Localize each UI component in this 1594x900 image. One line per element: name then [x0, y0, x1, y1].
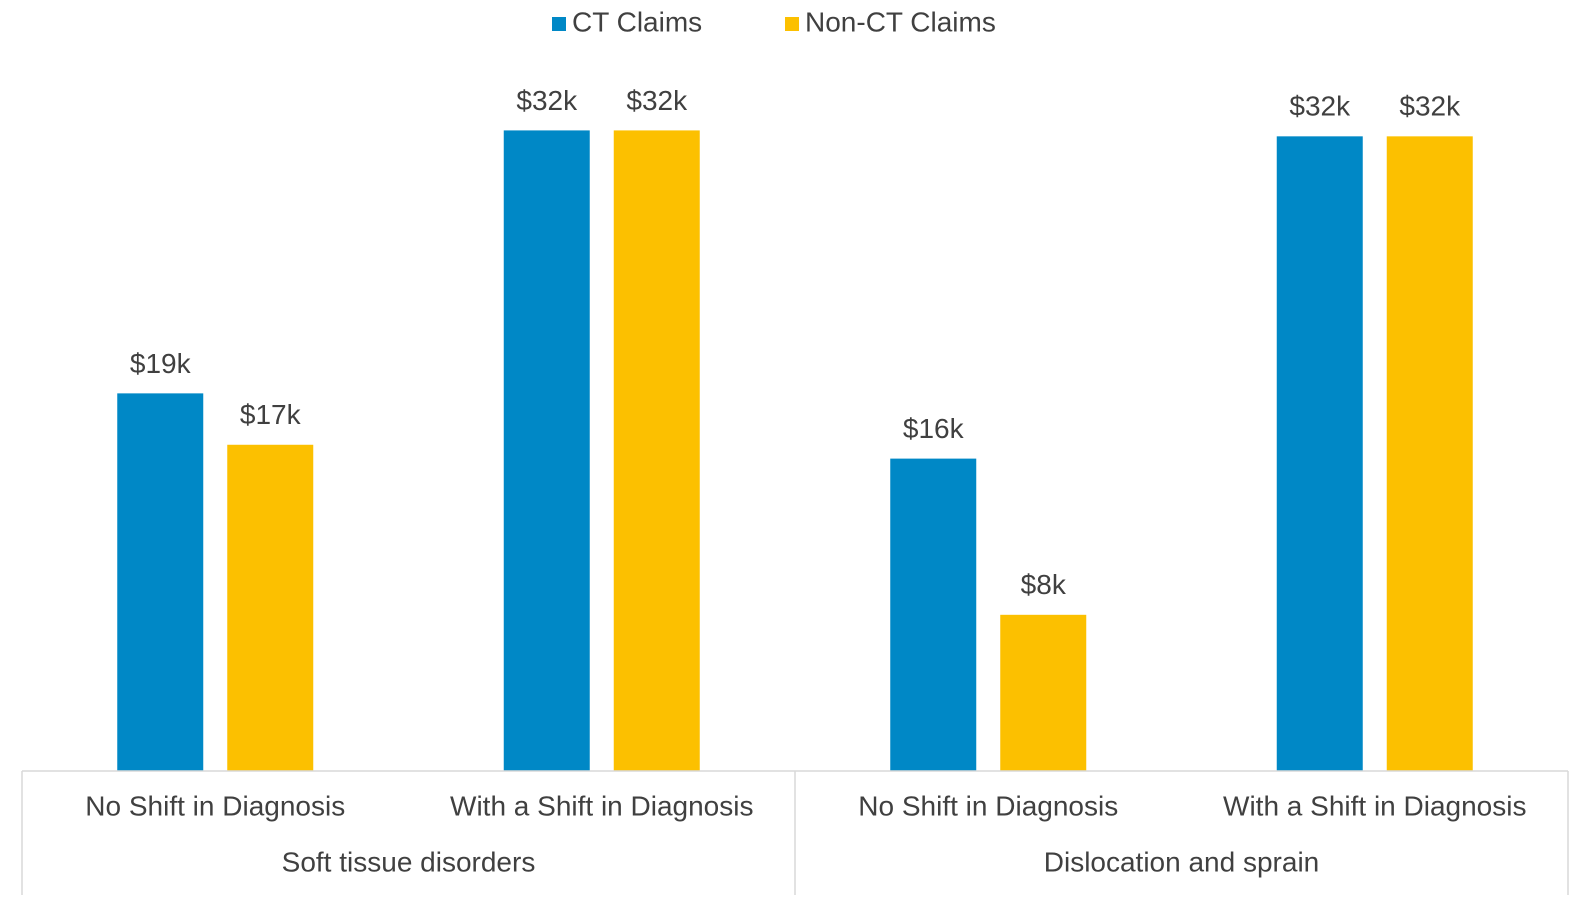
data-label: $17k	[240, 399, 302, 430]
bar	[613, 130, 700, 772]
legend-label: CT Claims	[572, 6, 702, 37]
legend-swatch	[552, 17, 566, 31]
group-label: Dislocation and sprain	[1044, 846, 1320, 877]
bar	[227, 444, 314, 771]
x-tick-label: With a Shift in Diagnosis	[1223, 790, 1526, 821]
bar	[503, 130, 590, 772]
x-tick-label: No Shift in Diagnosis	[858, 790, 1118, 821]
x-tick-label: With a Shift in Diagnosis	[450, 790, 753, 821]
group-label: Soft tissue disorders	[282, 846, 536, 877]
data-label: $19k	[130, 348, 192, 379]
bar	[1000, 614, 1087, 771]
data-label: $8k	[1021, 569, 1067, 600]
legend-swatch	[785, 17, 799, 31]
data-label: $32k	[1289, 91, 1351, 122]
data-label: $16k	[903, 413, 965, 444]
data-label: $32k	[516, 85, 578, 116]
legend-label: Non-CT Claims	[805, 6, 996, 37]
data-label: $32k	[1399, 91, 1461, 122]
bar	[890, 458, 977, 771]
bar	[117, 393, 204, 771]
x-tick-label: No Shift in Diagnosis	[85, 790, 345, 821]
data-label: $32k	[626, 85, 688, 116]
bar	[1386, 136, 1473, 771]
bar	[1276, 136, 1363, 771]
